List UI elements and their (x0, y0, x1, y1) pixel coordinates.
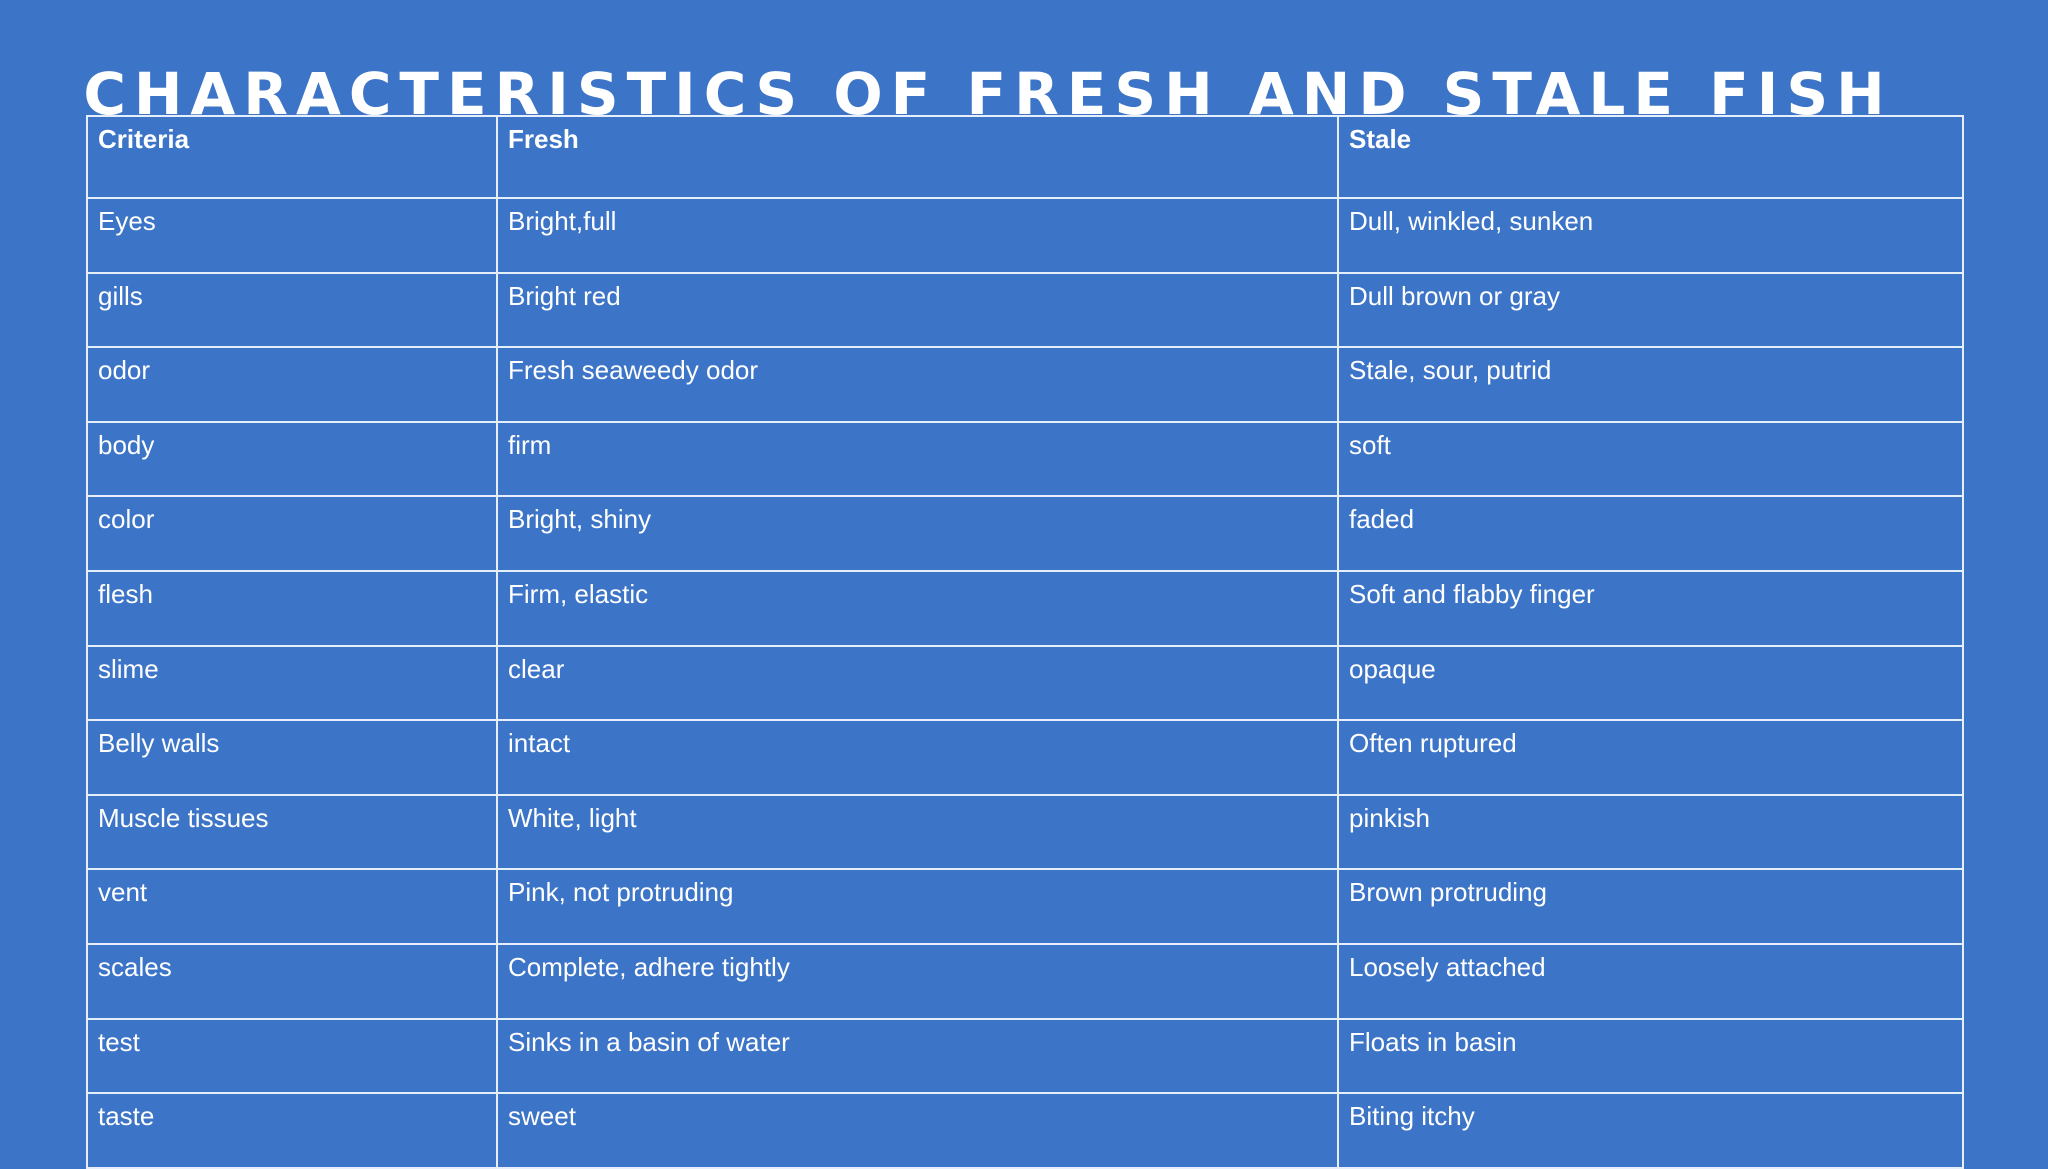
fresh-cell: Firm, elastic (496, 569, 1339, 647)
header-criteria: Criteria (86, 115, 498, 199)
fresh-cell: Fresh seaweedy odor (496, 346, 1339, 423)
stale-cell: Floats in basin (1337, 1017, 1964, 1095)
fresh-cell: Bright, shiny (496, 495, 1339, 572)
stale-cell: Biting itchy (1337, 1092, 1964, 1169)
table-header-row: Criteria Fresh Stale (86, 115, 1964, 199)
stale-cell: Dull, winkled, sunken (1337, 197, 1964, 274)
criteria-cell: odor (86, 346, 498, 423)
fresh-cell: Complete, adhere tightly (496, 942, 1339, 1020)
fresh-cell: Pink, not protruding (496, 868, 1339, 945)
table-row: taste sweet Biting itchy (86, 1092, 1964, 1169)
stale-cell: Stale, sour, putrid (1337, 346, 1964, 423)
table-row: Belly walls intact Often ruptured (86, 719, 1964, 796)
stale-cell: soft (1337, 420, 1964, 498)
criteria-cell: gills (86, 271, 498, 349)
table-row: color Bright, shiny faded (86, 495, 1964, 572)
criteria-cell: body (86, 420, 498, 498)
stale-cell: pinkish (1337, 793, 1964, 871)
table-row: slime clear opaque (86, 644, 1964, 722)
fish-comparison-table: Criteria Fresh Stale Eyes Bright,full Du… (86, 115, 1964, 1169)
fresh-cell: sweet (496, 1092, 1339, 1169)
criteria-cell: flesh (86, 569, 498, 647)
table-row: test Sinks in a basin of water Floats in… (86, 1017, 1964, 1095)
fresh-cell: Bright,full (496, 197, 1339, 274)
fresh-cell: Bright red (496, 271, 1339, 349)
criteria-cell: test (86, 1017, 498, 1095)
criteria-cell: color (86, 495, 498, 572)
fresh-cell: firm (496, 420, 1339, 498)
fresh-cell: clear (496, 644, 1339, 722)
criteria-cell: vent (86, 868, 498, 945)
header-stale: Stale (1337, 115, 1964, 199)
stale-cell: Often ruptured (1337, 719, 1964, 796)
criteria-cell: Belly walls (86, 719, 498, 796)
criteria-cell: Muscle tissues (86, 793, 498, 871)
fresh-cell: White, light (496, 793, 1339, 871)
table-row: vent Pink, not protruding Brown protrudi… (86, 868, 1964, 945)
fresh-cell: Sinks in a basin of water (496, 1017, 1339, 1095)
criteria-cell: Eyes (86, 197, 498, 274)
stale-cell: opaque (1337, 644, 1964, 722)
stale-cell: Loosely attached (1337, 942, 1964, 1020)
table-row: body firm soft (86, 420, 1964, 498)
stale-cell: faded (1337, 495, 1964, 572)
criteria-cell: taste (86, 1092, 498, 1169)
stale-cell: Soft and flabby finger (1337, 569, 1964, 647)
stale-cell: Brown protruding (1337, 868, 1964, 945)
header-fresh: Fresh (496, 115, 1339, 199)
fresh-cell: intact (496, 719, 1339, 796)
table-row: Muscle tissues White, light pinkish (86, 793, 1964, 871)
table-row: gills Bright red Dull brown or gray (86, 271, 1964, 349)
criteria-cell: scales (86, 942, 498, 1020)
table-row: scales Complete, adhere tightly Loosely … (86, 942, 1964, 1020)
criteria-cell: slime (86, 644, 498, 722)
table-row: flesh Firm, elastic Soft and flabby fing… (86, 569, 1964, 647)
table-row: odor Fresh seaweedy odor Stale, sour, pu… (86, 346, 1964, 423)
stale-cell: Dull brown or gray (1337, 271, 1964, 349)
table-row: Eyes Bright,full Dull, winkled, sunken (86, 197, 1964, 274)
